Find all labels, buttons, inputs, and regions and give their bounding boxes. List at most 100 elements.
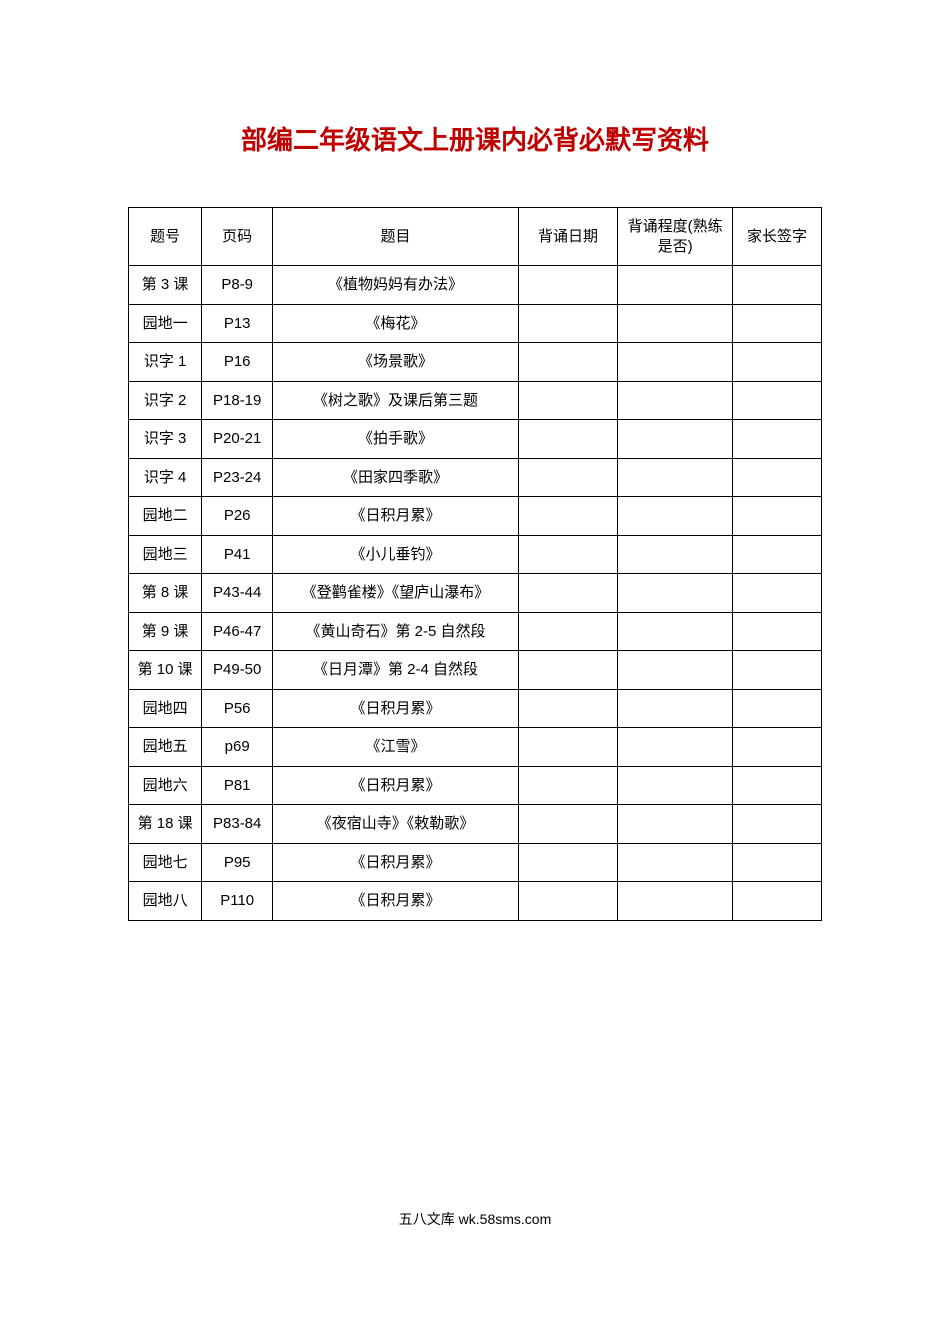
footer-text: 五八文库 wk.58sms.com [0,1209,950,1229]
cell-num: 第 3 课 [129,266,202,305]
header-sign: 家长签字 [733,208,822,266]
table-row: 园地六 P81 《日积月累》 [129,766,822,805]
table-row: 园地七 P95 《日积月累》 [129,843,822,882]
header-num: 题号 [129,208,202,266]
header-page: 页码 [202,208,273,266]
table-row: 园地三 P41 《小儿垂钓》 [129,535,822,574]
cell-page: P26 [202,497,273,536]
cell-subject: 《日积月累》 [273,766,519,805]
cell-level [618,882,733,921]
cell-sign [733,304,822,343]
cell-page: P95 [202,843,273,882]
cell-date [518,689,617,728]
table-row: 识字 3 P20-21 《拍手歌》 [129,420,822,459]
cell-sign [733,728,822,767]
cell-page: P81 [202,766,273,805]
cell-level [618,266,733,305]
cell-level [618,458,733,497]
cell-num: 第 8 课 [129,574,202,613]
cell-num: 园地三 [129,535,202,574]
cell-page: P110 [202,882,273,921]
table-row: 园地一 P13 《梅花》 [129,304,822,343]
cell-sign [733,843,822,882]
cell-subject: 《登鹳雀楼》《望庐山瀑布》 [273,574,519,613]
cell-sign [733,381,822,420]
cell-subject: 《拍手歌》 [273,420,519,459]
cell-sign [733,535,822,574]
table-body: 第 3 课 P8-9 《植物妈妈有办法》 园地一 P13 《梅花》 识字 1 P… [129,266,822,921]
cell-subject: 《黄山奇石》第 2-5 自然段 [273,612,519,651]
cell-date [518,843,617,882]
cell-num: 第 9 课 [129,612,202,651]
cell-level [618,728,733,767]
cell-subject: 《树之歌》及课后第三题 [273,381,519,420]
cell-page: P18-19 [202,381,273,420]
cell-subject: 《日积月累》 [273,497,519,536]
table-row: 识字 4 P23-24 《田家四季歌》 [129,458,822,497]
cell-date [518,304,617,343]
cell-date [518,381,617,420]
cell-level [618,612,733,651]
cell-subject: 《日积月累》 [273,689,519,728]
cell-date [518,651,617,690]
cell-subject: 《夜宿山寺》《敕勒歌》 [273,805,519,844]
table-row: 第 8 课 P43-44 《登鹳雀楼》《望庐山瀑布》 [129,574,822,613]
cell-date [518,805,617,844]
cell-num: 园地二 [129,497,202,536]
cell-subject: 《场景歌》 [273,343,519,382]
cell-num: 园地七 [129,843,202,882]
cell-date [518,497,617,536]
cell-level [618,304,733,343]
cell-sign [733,574,822,613]
cell-date [518,266,617,305]
cell-sign [733,766,822,805]
cell-page: P20-21 [202,420,273,459]
cell-subject: 《田家四季歌》 [273,458,519,497]
cell-sign [733,497,822,536]
cell-date [518,343,617,382]
cell-date [518,574,617,613]
cell-level [618,381,733,420]
cell-sign [733,420,822,459]
table-row: 园地五 p69 《江雪》 [129,728,822,767]
cell-date [518,612,617,651]
cell-num: 园地五 [129,728,202,767]
table-row: 第 10 课 P49-50 《日月潭》第 2-4 自然段 [129,651,822,690]
header-subject: 题目 [273,208,519,266]
cell-subject: 《植物妈妈有办法》 [273,266,519,305]
cell-num: 第 18 课 [129,805,202,844]
cell-subject: 《日积月累》 [273,843,519,882]
cell-date [518,420,617,459]
cell-level [618,651,733,690]
cell-date [518,458,617,497]
cell-sign [733,689,822,728]
cell-page: P8-9 [202,266,273,305]
page-container: 部编二年级语文上册课内必背必默写资料 题号 页码 题目 背诵日期 背诵程度(熟练… [0,0,950,921]
cell-num: 识字 3 [129,420,202,459]
cell-page: P23-24 [202,458,273,497]
table-row: 识字 1 P16 《场景歌》 [129,343,822,382]
cell-subject: 《梅花》 [273,304,519,343]
table-row: 第 3 课 P8-9 《植物妈妈有办法》 [129,266,822,305]
table-row: 园地八 P110 《日积月累》 [129,882,822,921]
cell-level [618,574,733,613]
cell-level [618,535,733,574]
cell-num: 识字 2 [129,381,202,420]
cell-sign [733,805,822,844]
cell-date [518,766,617,805]
cell-page: P13 [202,304,273,343]
cell-sign [733,266,822,305]
cell-level [618,689,733,728]
cell-page: P16 [202,343,273,382]
cell-level [618,497,733,536]
cell-page: P43-44 [202,574,273,613]
cell-sign [733,651,822,690]
cell-page: P83-84 [202,805,273,844]
cell-num: 园地一 [129,304,202,343]
cell-date [518,728,617,767]
cell-level [618,343,733,382]
cell-page: P49-50 [202,651,273,690]
cell-subject: 《小儿垂钓》 [273,535,519,574]
header-date: 背诵日期 [518,208,617,266]
cell-sign [733,343,822,382]
